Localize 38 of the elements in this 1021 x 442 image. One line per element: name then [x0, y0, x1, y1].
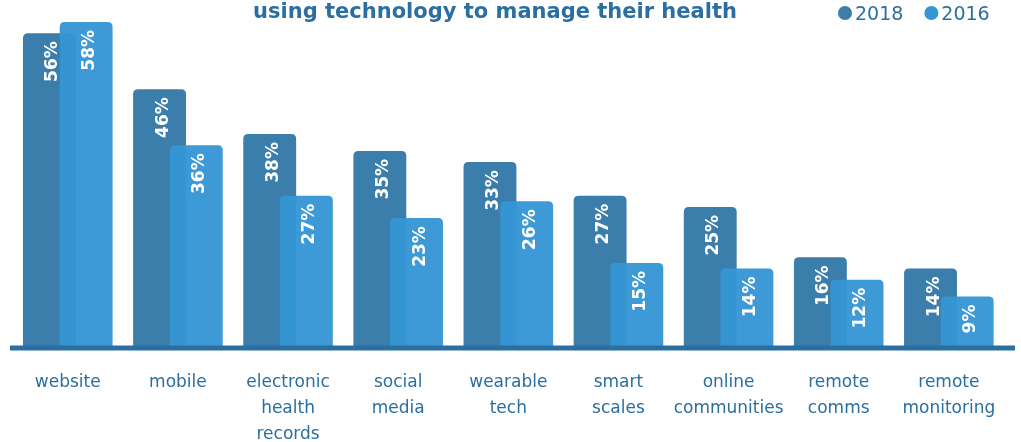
x-tick-label: smart scales: [592, 371, 645, 417]
x-tick-label: wearable tech: [469, 371, 548, 417]
bar: [279, 195, 333, 347]
x-tick-label: remote monitoring: [902, 371, 996, 417]
data-label: 23%: [408, 226, 429, 267]
bar: [169, 145, 223, 347]
data-label: 12%: [849, 287, 870, 329]
data-label: 15%: [628, 270, 649, 312]
data-label: 14%: [922, 276, 943, 318]
data-label: 58%: [78, 30, 99, 71]
bar: [390, 218, 443, 347]
data-label: 46%: [151, 97, 172, 138]
bar: [610, 262, 664, 347]
x-tick-label: electronic health records: [246, 371, 330, 442]
data-label: 27%: [592, 203, 613, 245]
x-tick-label: mobile: [149, 371, 207, 391]
x-tick-label: remote comms: [807, 371, 870, 417]
data-label: 56%: [41, 41, 62, 82]
legend-label: 2016: [941, 2, 990, 24]
data-label: 33%: [481, 170, 502, 211]
data-label: 25%: [702, 214, 723, 256]
data-label: 38%: [261, 142, 282, 183]
data-label: 35%: [371, 158, 392, 200]
data-label: 16%: [812, 265, 833, 307]
x-tick-label: social media: [371, 371, 425, 417]
legend-label: 2018: [855, 2, 904, 24]
data-label: 26%: [518, 209, 539, 251]
chart-title: using technology to manage their health: [253, 0, 737, 23]
data-label: 9%: [959, 304, 980, 334]
data-label: 36%: [188, 153, 209, 194]
bar: [830, 279, 884, 347]
data-label: 14%: [738, 276, 759, 318]
x-tick-label: online communities: [673, 371, 784, 417]
x-tick-label: website: [34, 371, 101, 391]
bar: [720, 268, 774, 347]
bar: [500, 201, 554, 347]
data-label: 27%: [298, 203, 319, 245]
bar: [59, 22, 113, 347]
